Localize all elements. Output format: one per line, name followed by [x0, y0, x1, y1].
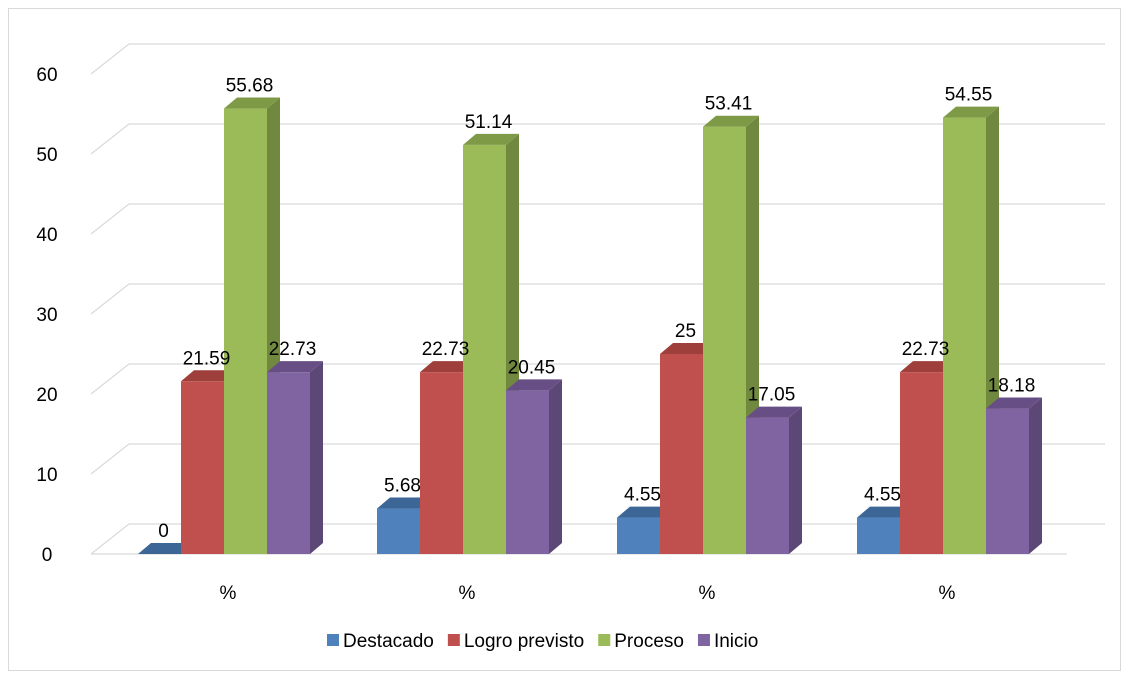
- bar-top: [857, 506, 913, 518]
- gridline: [90, 123, 1105, 155]
- bar-front: [746, 417, 789, 554]
- bar-front: [857, 517, 900, 554]
- bar-side: [1029, 397, 1042, 554]
- bar-top: [506, 379, 562, 391]
- bar-top: [463, 133, 519, 145]
- data-label: 5.68: [384, 476, 421, 497]
- y-axis: 0 10 20 30 40 50 60: [36, 65, 57, 566]
- y-tick-label: 50: [36, 145, 57, 166]
- bar-top: [377, 497, 433, 509]
- bar-inicio: [506, 379, 562, 554]
- legend-swatch: [697, 634, 710, 646]
- y-tick-label: 40: [36, 225, 57, 246]
- bar-chart: 0 10 20 30 40 50 60 0 21.59 55.68 22.73 5.68 22.73 51…: [36, 43, 1105, 652]
- x-tick-label: %: [939, 583, 956, 604]
- data-label: 0: [158, 521, 169, 542]
- bar-top: [181, 370, 237, 382]
- data-labels: 0 21.59 55.68 22.73 5.68 22.73 51.14 20.45 4.55 2…: [158, 76, 1035, 542]
- data-label: 21.59: [183, 348, 231, 369]
- bar-top: [617, 506, 673, 518]
- data-label: 4.55: [864, 485, 901, 506]
- x-tick-label: %: [699, 583, 716, 604]
- gridline: [90, 203, 1105, 235]
- bar-logro-previsto: [900, 361, 956, 554]
- data-label: 22.73: [269, 339, 317, 360]
- bar-top: [660, 343, 716, 354]
- bar-top: [224, 97, 280, 109]
- data-label: 53.41: [705, 94, 753, 115]
- legend-swatch: [447, 634, 460, 646]
- legend-label: Destacado: [343, 631, 434, 652]
- bar-front: [986, 408, 1029, 554]
- legend-swatch: [327, 634, 339, 646]
- legend-label: Proceso: [614, 631, 684, 652]
- gridline: [90, 43, 1105, 75]
- bar-inicio: [986, 397, 1042, 554]
- legend-swatch: [598, 634, 611, 646]
- bar-front: [506, 390, 549, 554]
- y-tick-label: 10: [36, 465, 57, 486]
- bar-top: [138, 543, 194, 554]
- bar-destacado: [617, 506, 673, 554]
- bar-front: [943, 117, 986, 554]
- data-label: 22.73: [902, 339, 950, 360]
- bars: [138, 97, 1042, 554]
- bar-inicio: [746, 406, 802, 554]
- legend: Destacado Logro previsto Proceso Inicio: [327, 631, 758, 652]
- bar-top: [746, 406, 802, 418]
- bar-destacado: [138, 543, 194, 554]
- x-axis: %%%%: [220, 583, 956, 604]
- data-label: 4.55: [624, 485, 661, 506]
- y-tick-label: 0: [42, 545, 53, 566]
- legend-item: Inicio: [697, 631, 758, 652]
- data-label: 22.73: [422, 339, 470, 360]
- bar-front: [267, 372, 310, 554]
- data-label: 18.18: [988, 376, 1036, 397]
- bar-inicio: [267, 361, 323, 554]
- y-tick-label: 60: [36, 65, 57, 86]
- bar-top: [900, 361, 956, 373]
- data-label: 51.14: [465, 112, 513, 133]
- x-tick-label: %: [220, 583, 237, 604]
- bar-front: [703, 126, 746, 554]
- bar-front: [181, 381, 224, 554]
- data-label: 17.05: [748, 385, 796, 406]
- x-tick-label: %: [459, 583, 476, 604]
- chart-frame: 0 10 20 30 40 50 60 0 21.59 55.68 22.73 5.68 22.73 51…: [8, 8, 1121, 671]
- bar-top: [986, 397, 1042, 409]
- y-tick-label: 30: [36, 305, 57, 326]
- legend-item: Logro previsto: [447, 631, 584, 652]
- bar-top: [420, 361, 476, 373]
- bar-top: [943, 106, 999, 118]
- data-label: 55.68: [226, 76, 274, 97]
- bar-front: [463, 144, 506, 554]
- legend-item: Proceso: [598, 631, 684, 652]
- data-label: 54.55: [945, 85, 993, 106]
- bar-front: [660, 354, 703, 554]
- bar-front: [900, 372, 943, 554]
- bar-destacado: [377, 497, 433, 554]
- bar-top: [267, 361, 323, 373]
- bar-front: [224, 108, 267, 554]
- data-label: 25: [675, 321, 696, 342]
- legend-label: Logro previsto: [464, 631, 584, 652]
- bar-front: [617, 517, 660, 554]
- legend-item: Destacado: [327, 631, 434, 652]
- gridline: [90, 283, 1105, 315]
- bar-top: [703, 115, 759, 127]
- bar-front: [420, 372, 463, 554]
- bar-side: [310, 361, 323, 554]
- bar-side: [789, 406, 802, 554]
- gridline: [90, 363, 1105, 395]
- data-label: 20.45: [508, 357, 556, 378]
- gridlines: [90, 43, 1105, 555]
- bar-side: [549, 379, 562, 554]
- bar-front: [377, 508, 420, 554]
- y-tick-label: 20: [36, 385, 57, 406]
- legend-label: Inicio: [714, 631, 758, 652]
